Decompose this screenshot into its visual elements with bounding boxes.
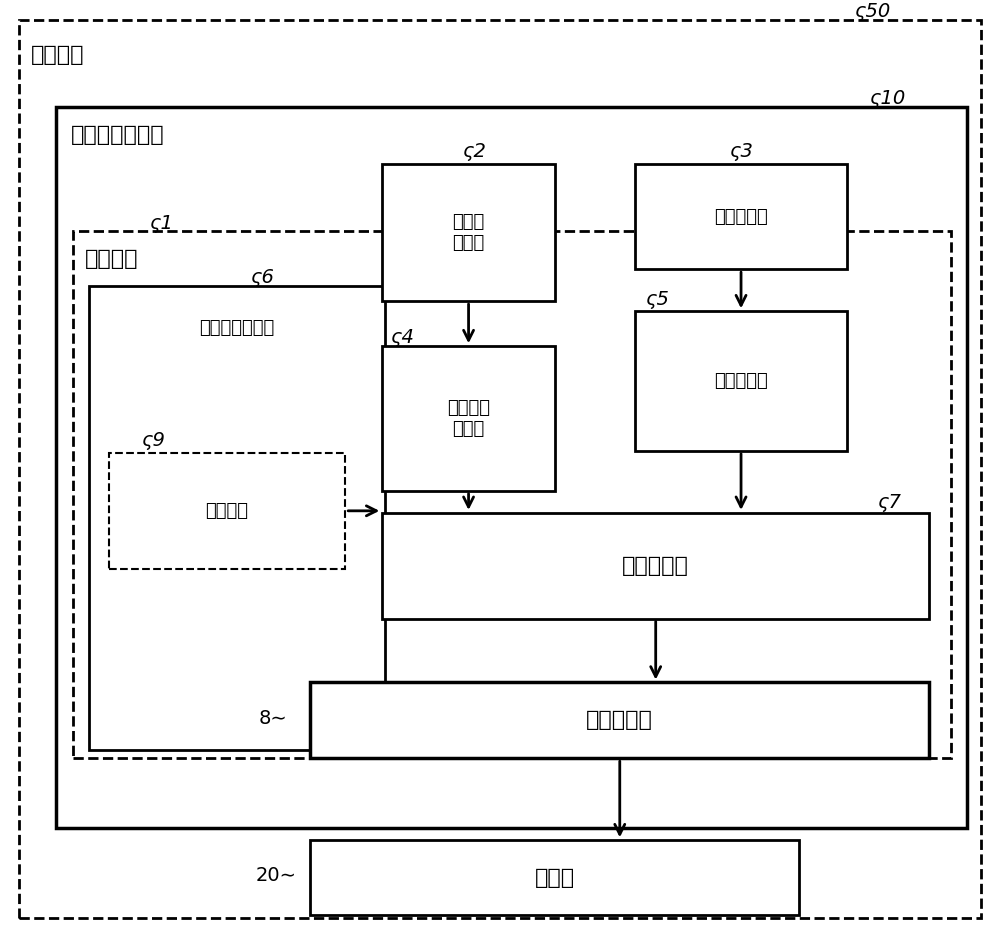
- Text: 逆变器电路: 逆变器电路: [586, 710, 653, 731]
- Bar: [56, 107, 967, 828]
- Text: ς2: ς2: [462, 142, 486, 161]
- Text: 8∼: 8∼: [258, 709, 287, 728]
- Text: ς1: ς1: [149, 214, 173, 233]
- Bar: [310, 683, 929, 758]
- Text: ς5: ς5: [645, 290, 669, 309]
- Text: 温度计算部: 温度计算部: [714, 372, 768, 390]
- Bar: [109, 453, 345, 568]
- Text: ς6: ς6: [250, 267, 274, 287]
- Text: ς9: ς9: [141, 431, 165, 450]
- Bar: [635, 164, 847, 269]
- Text: ς50: ς50: [854, 2, 891, 22]
- Bar: [382, 346, 555, 491]
- Text: 设置方向
计算部: 设置方向 计算部: [447, 399, 490, 438]
- Text: ς4: ς4: [390, 327, 414, 347]
- Text: 限制信息存储部: 限制信息存储部: [199, 319, 275, 337]
- Bar: [635, 311, 847, 451]
- Text: 限制信息: 限制信息: [206, 502, 249, 520]
- Text: 印刷基板: 印刷基板: [31, 45, 84, 65]
- Text: ς7: ς7: [877, 493, 901, 512]
- Bar: [382, 513, 929, 619]
- Text: 电动机控制装置: 电动机控制装置: [71, 125, 164, 144]
- Text: 温度传感器: 温度传感器: [714, 208, 768, 226]
- Bar: [382, 164, 555, 301]
- Text: ς10: ς10: [869, 89, 906, 108]
- Bar: [73, 232, 951, 758]
- Bar: [89, 286, 385, 750]
- Text: 20∼: 20∼: [255, 866, 296, 885]
- Text: ς3: ς3: [730, 142, 753, 161]
- Text: 发热判定部: 发热判定部: [622, 555, 689, 576]
- Text: 加速度
传感器: 加速度 传感器: [452, 214, 485, 252]
- Text: 控制电路: 控制电路: [85, 250, 138, 269]
- Bar: [310, 840, 799, 915]
- Text: 电动机: 电动机: [535, 868, 575, 887]
